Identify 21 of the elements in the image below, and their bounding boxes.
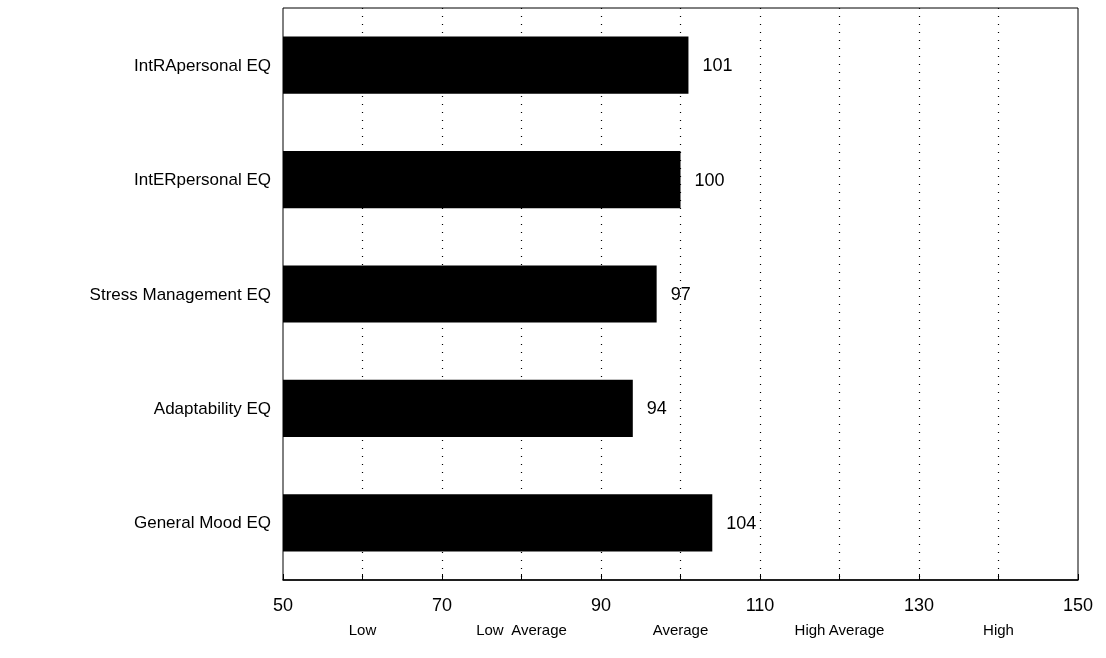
text: High Average bbox=[794, 621, 885, 638]
text: High bbox=[983, 621, 1014, 638]
text: Low Average bbox=[476, 621, 567, 638]
data-label: 104 bbox=[726, 512, 757, 533]
x-tick-label: 130 bbox=[903, 595, 935, 615]
data-label: 94 bbox=[646, 398, 667, 419]
x-tick-label: 50 bbox=[272, 595, 294, 615]
y-tick-label: General Mood EQ bbox=[133, 513, 271, 533]
x-tick-label: 110 bbox=[745, 595, 775, 615]
y-tick-label: IntRApersonal EQ bbox=[133, 55, 271, 75]
x-tick-label: 70 bbox=[431, 595, 453, 615]
y-tick-label: IntERpersonal EQ bbox=[133, 170, 271, 190]
text: Average bbox=[652, 621, 709, 638]
x-tick-label: 150 bbox=[1062, 595, 1094, 615]
x-tick-label: 90 bbox=[590, 595, 612, 615]
y-tick-label: Adaptability EQ bbox=[153, 398, 271, 418]
y-tick-label: Stress Management EQ bbox=[89, 284, 271, 304]
data-label: 101 bbox=[702, 55, 733, 76]
data-label: 97 bbox=[670, 284, 691, 304]
data-label: 100 bbox=[694, 169, 725, 190]
text: Low bbox=[348, 621, 377, 638]
